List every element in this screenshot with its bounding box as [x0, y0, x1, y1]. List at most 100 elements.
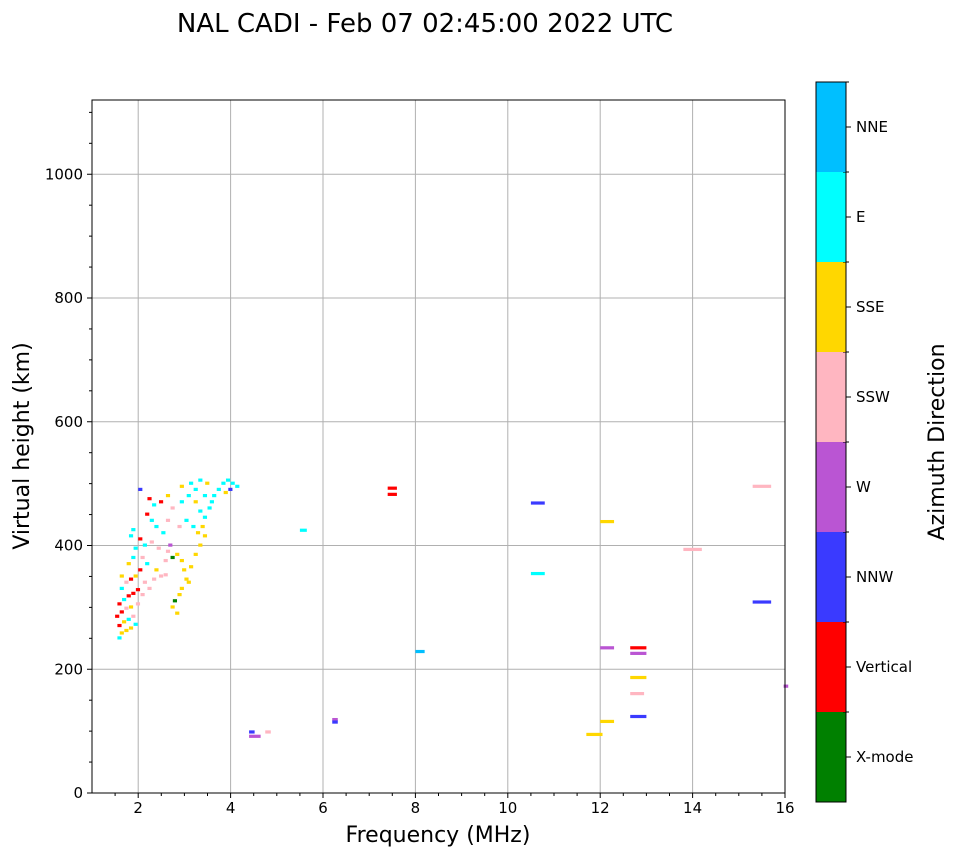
data-point-e [186, 494, 191, 498]
data-point-ssw [135, 602, 141, 606]
data-point-e [191, 524, 196, 529]
data-point-sse [195, 531, 201, 535]
data-point-e [128, 534, 134, 538]
colorbar-tick-label: X-mode [856, 748, 913, 766]
data-point-e [145, 562, 150, 566]
data-point-vertical [147, 497, 152, 501]
data-point-e [235, 484, 240, 488]
data-point-sse [179, 586, 184, 591]
colorbar-segment-w [816, 442, 846, 532]
data-point-sse [202, 534, 208, 538]
data-point-w [600, 646, 615, 650]
data-point-sse [119, 631, 124, 635]
data-point-nnw [228, 487, 233, 492]
data-point-e [207, 506, 212, 510]
colorbar-tick-label: NNE [856, 118, 888, 136]
data-point-e [209, 500, 214, 504]
x-axis-ticks: 2 4 6 8 10 12 14 16 [114, 793, 795, 817]
data-point-sse [128, 605, 134, 609]
data-point-e [149, 518, 154, 522]
data-point-sse [223, 490, 228, 495]
data-point-e [154, 524, 159, 529]
data-point-sse [630, 675, 647, 680]
data-point-ssw [124, 580, 129, 584]
data-point-e [179, 500, 184, 504]
data-point-vertical [387, 486, 397, 490]
data-point-x-mode [170, 555, 175, 560]
data-point-e [152, 503, 157, 507]
x-tick-label: 16 [775, 799, 794, 817]
data-point-e [126, 617, 131, 621]
plot-frame [91, 99, 786, 794]
data-point-e [202, 494, 208, 498]
data-point-vertical [119, 610, 124, 614]
x-tick-label: 10 [498, 799, 517, 817]
colorbar-tick-label: W [856, 478, 871, 496]
data-point-sse [179, 484, 184, 488]
x-tick-label: 14 [683, 799, 702, 817]
colorbar-tick-label: E [856, 208, 865, 226]
data-point-e [221, 481, 226, 485]
data-point-sse [175, 552, 180, 556]
data-point-vertical [126, 594, 131, 598]
data-point-e [202, 515, 208, 519]
data-point-ssw [163, 573, 168, 577]
data-point-vertical [117, 623, 122, 628]
colorbar-segment-x-mode [816, 712, 846, 802]
y-tick-label: 600 [54, 413, 83, 431]
data-point-sse [193, 552, 198, 556]
data-point-w [168, 543, 173, 547]
data-point-nnw [530, 501, 545, 505]
data-point-vertical [128, 577, 134, 581]
data-point-sse [175, 611, 180, 615]
data-point-vertical [117, 602, 122, 606]
data-point-sse [165, 494, 171, 498]
data-point-e [119, 586, 124, 591]
data-points [115, 478, 789, 738]
data-point-e [131, 528, 136, 532]
data-point-vertical [135, 588, 141, 592]
colorbar-segment-vertical [816, 622, 846, 712]
data-point-nnw [752, 600, 772, 604]
data-point-sse [126, 562, 131, 566]
data-point-e [161, 531, 166, 535]
data-point-vertical [131, 591, 136, 595]
colorbar-tick-label: Vertical [856, 658, 912, 676]
data-point-sse [122, 620, 127, 624]
data-point-vertical [630, 646, 647, 650]
colorbar-segment-e [816, 172, 846, 262]
data-point-e [117, 636, 122, 640]
data-point-e [212, 494, 217, 498]
data-point-e [142, 543, 147, 547]
data-point-ssw [683, 547, 702, 552]
colorbar-tick-label: SSE [856, 298, 885, 316]
data-point-w [783, 684, 789, 688]
data-point-sse [182, 568, 187, 572]
data-point-e [133, 622, 138, 626]
data-point-vertical [387, 492, 397, 496]
data-point-ssw [147, 586, 152, 591]
data-point-sse [170, 605, 175, 609]
data-point-e [133, 546, 138, 550]
data-point-ssw [158, 574, 164, 578]
data-point-sse [177, 593, 182, 597]
data-point-vertical [145, 512, 150, 516]
data-point-sse [600, 519, 615, 524]
data-point-ssw [140, 593, 145, 597]
data-point-sse [124, 628, 129, 633]
data-point-sse [586, 732, 603, 737]
data-point-sse [184, 577, 189, 581]
data-point-w [630, 651, 647, 655]
y-tick-label: 800 [54, 289, 83, 307]
data-point-vertical [138, 537, 143, 541]
data-point-vertical [115, 614, 120, 618]
data-point-ssw [165, 518, 171, 522]
colorbar-tick-label: SSW [856, 388, 890, 406]
data-point-sse [205, 481, 210, 485]
x-tick-label: 2 [133, 799, 143, 817]
colorbar: X-mode Vertical NNW W SSW SSE E NNE [815, 81, 913, 803]
data-point-ssw [156, 546, 161, 550]
data-point-nnw [249, 730, 255, 734]
grid-lines [92, 100, 786, 794]
y-axis-ticks: 0 200 400 600 800 1000 [45, 111, 92, 802]
